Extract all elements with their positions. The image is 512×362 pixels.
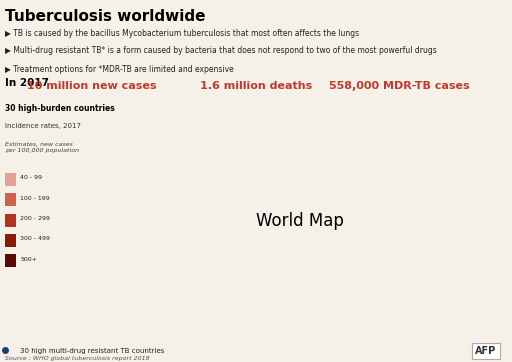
FancyBboxPatch shape [5,234,16,247]
Text: 500+: 500+ [20,257,37,262]
Text: AFP: AFP [475,346,497,356]
FancyBboxPatch shape [5,173,16,186]
Text: In 2017: In 2017 [5,77,49,88]
Text: 10 million new cases: 10 million new cases [28,81,157,91]
Text: 300 - 499: 300 - 499 [20,236,50,241]
Text: ▶ Treatment options for *MDR-TB are limited and expensive: ▶ Treatment options for *MDR-TB are limi… [5,65,234,74]
Text: 30 high multi-drug resistant TB countries: 30 high multi-drug resistant TB countrie… [20,348,165,354]
Text: Estimates, new cases
per 100,000 population: Estimates, new cases per 100,000 populat… [5,142,79,153]
Text: Source : WHO global tuberculosis report 2018: Source : WHO global tuberculosis report … [5,356,150,361]
FancyBboxPatch shape [5,214,16,227]
Text: Incidence rates, 2017: Incidence rates, 2017 [5,123,80,129]
Text: Tuberculosis worldwide: Tuberculosis worldwide [5,9,206,24]
FancyBboxPatch shape [5,193,16,206]
Text: 100 - 199: 100 - 199 [20,195,50,201]
Text: ▶ TB is caused by the bacillus Mycobacterium tuberculosis that most often affect: ▶ TB is caused by the bacillus Mycobacte… [5,29,359,38]
Text: 1.6 million deaths: 1.6 million deaths [200,81,312,91]
Text: 200 - 299: 200 - 299 [20,216,50,221]
Text: 558,000 MDR-TB cases: 558,000 MDR-TB cases [329,81,470,91]
Text: 30 high-burden countries: 30 high-burden countries [5,104,114,113]
Text: World Map: World Map [255,212,344,230]
Text: ▶ Multi-drug resistant TB* is a form caused by bacteria that does not respond to: ▶ Multi-drug resistant TB* is a form cau… [5,46,437,55]
FancyBboxPatch shape [5,254,16,268]
Text: 40 - 99: 40 - 99 [20,175,42,180]
